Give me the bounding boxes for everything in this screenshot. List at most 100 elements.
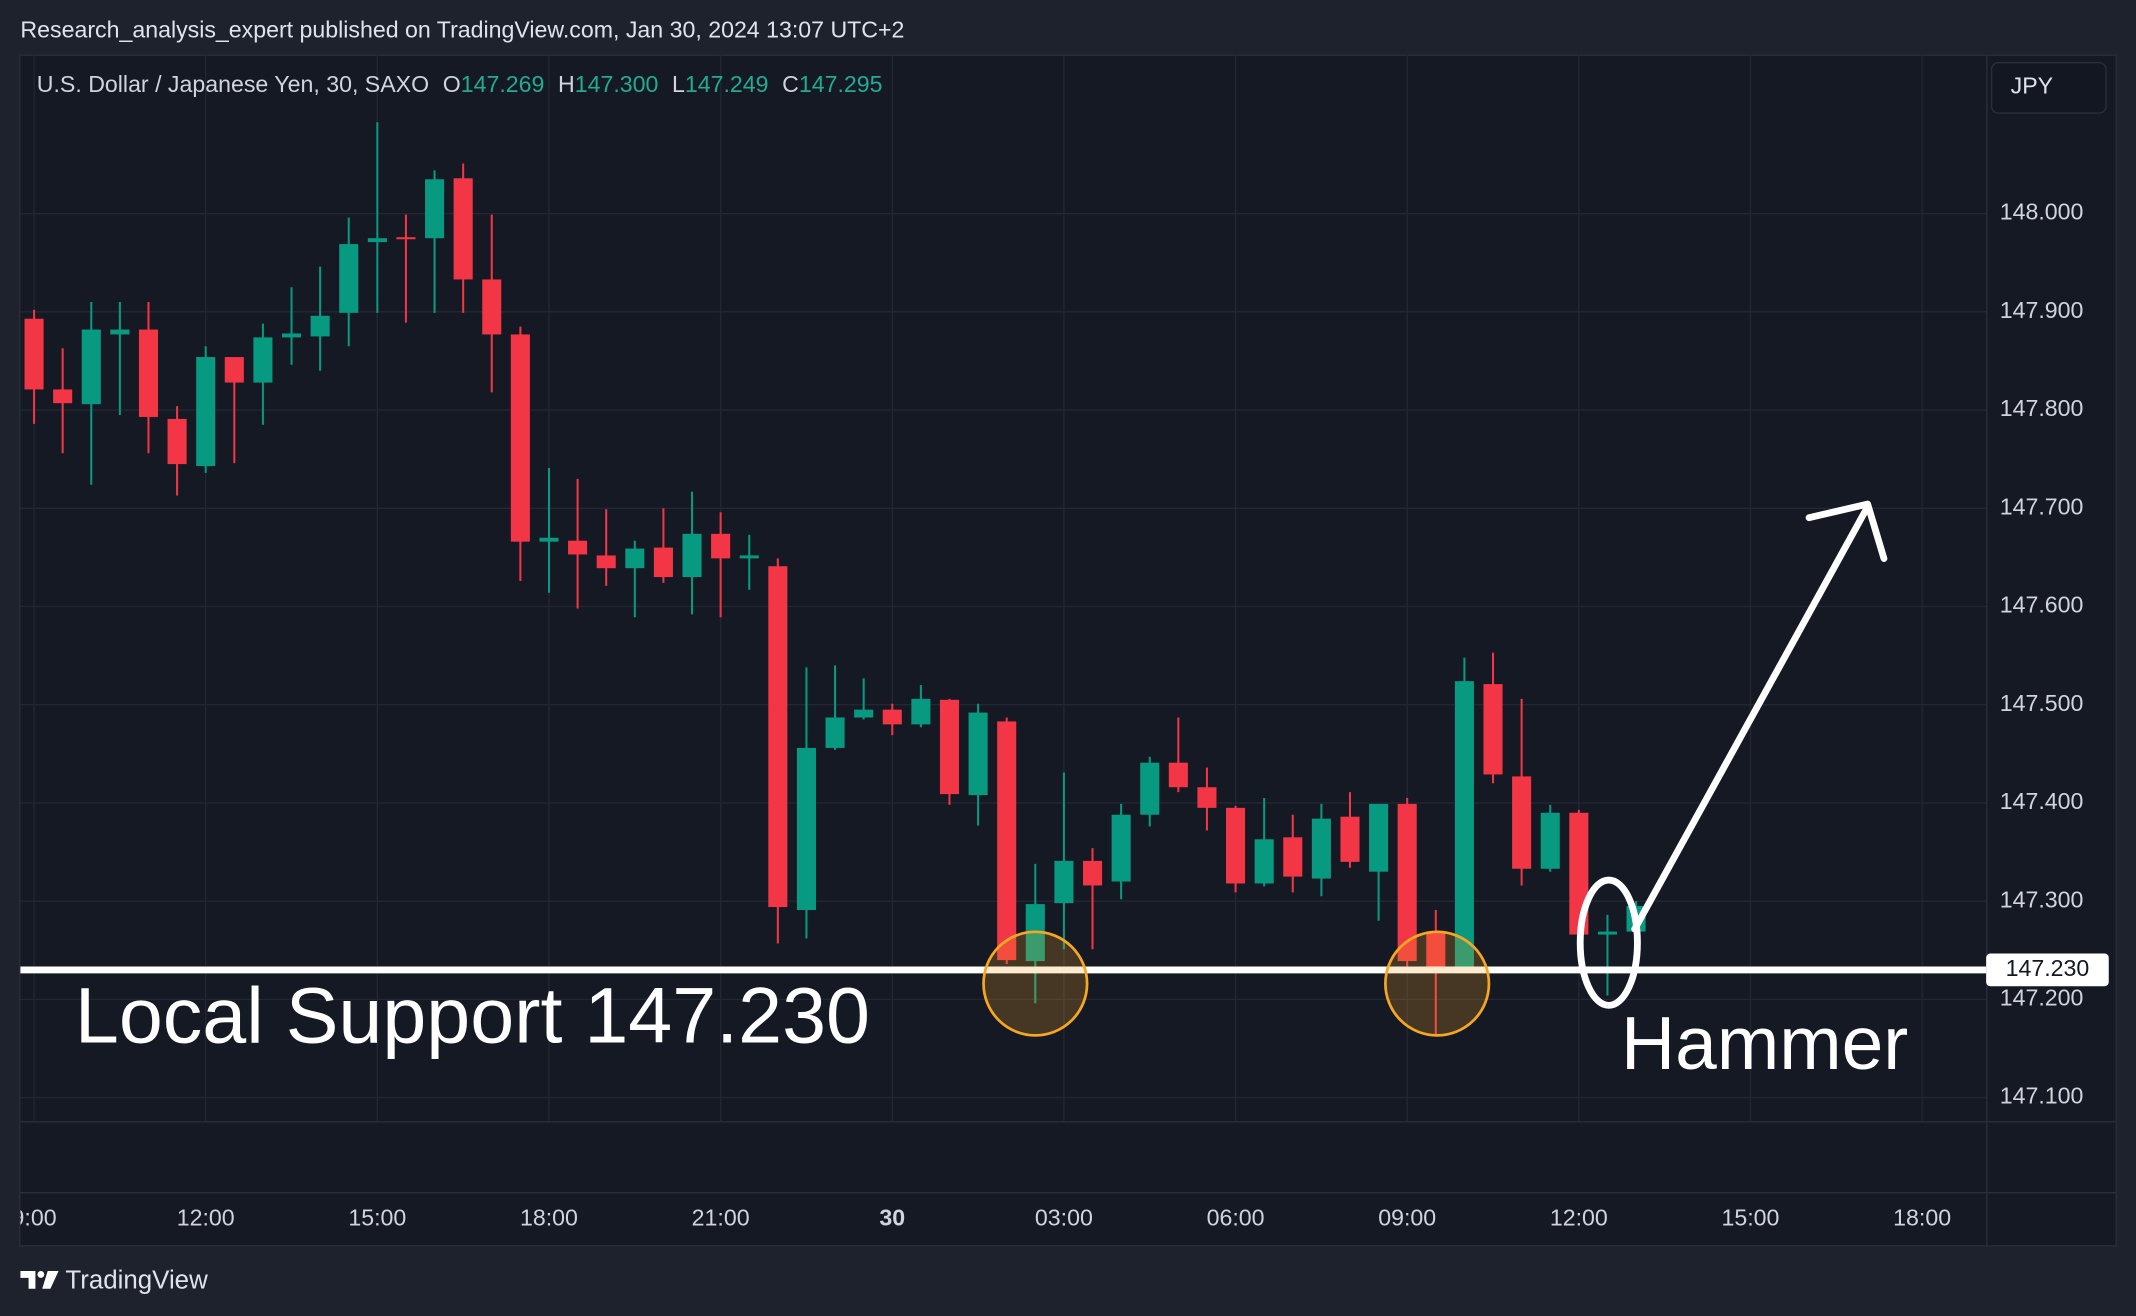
x-tick-label: 12:00: [1550, 1204, 1608, 1230]
candle-body: [167, 418, 187, 465]
candle-body: [1540, 812, 1560, 869]
up-arrow: [1631, 500, 1888, 933]
candle-body: [568, 540, 588, 555]
candle-body: [425, 179, 445, 239]
legend-key: C: [782, 71, 799, 97]
legend-key: O: [443, 71, 461, 97]
footer-brand: TradingView: [65, 1267, 208, 1295]
candle-body: [1512, 776, 1532, 869]
candle-body: [596, 555, 616, 569]
candle-body: [711, 533, 731, 559]
legend-key: L: [672, 71, 685, 97]
y-tick-label: 147.700: [2000, 493, 2084, 519]
logo-part: [37, 1271, 45, 1278]
y-tick-label: 147.100: [2000, 1083, 2084, 1109]
candle-body: [1082, 860, 1103, 886]
candle-body: [882, 709, 902, 725]
candle-body: [796, 747, 816, 910]
hammer-ellipse: [1576, 876, 1641, 1009]
candle-body: [911, 698, 931, 725]
candle-body: [1597, 931, 1617, 935]
candle-body: [1311, 818, 1331, 879]
candle-body: [1197, 787, 1217, 808]
chart-frame: [19, 54, 2117, 1247]
price-axis: 147.100 147.200 147.300 147.400 147.500 147.6…: [2000, 199, 2084, 1109]
time-axis: 9:00 12:00 15:00 18:00 21:00 30 03:00 06:00 09:0…: [12, 1204, 1951, 1230]
candle-body: [482, 279, 502, 335]
candle-body: [739, 555, 759, 559]
y-tick-label: 148.000: [2000, 199, 2084, 225]
grid: [20, 54, 1987, 1122]
candle-body: [1226, 807, 1246, 884]
footer-logo: [20, 1271, 59, 1289]
candle-body: [1483, 684, 1503, 775]
legend-value: 147.269: [461, 71, 545, 97]
candle-body: [1283, 837, 1303, 877]
logo-part: [42, 1271, 59, 1289]
candle-body: [24, 318, 44, 390]
candle-body: [1140, 762, 1160, 815]
candle-body: [825, 717, 845, 748]
candle-body: [53, 389, 73, 404]
x-tick-label: 18:00: [520, 1204, 578, 1230]
candle-body: [138, 329, 159, 417]
candle-body: [968, 712, 988, 796]
support-price-label: 147.230: [2006, 955, 2090, 981]
legend-key: H: [558, 71, 575, 97]
candle-body: [224, 357, 244, 383]
candle-body: [1111, 814, 1131, 882]
logo-part: [20, 1271, 36, 1289]
candle-body: [1426, 931, 1446, 967]
candle-body: [539, 537, 559, 542]
touch-circle: [982, 930, 1089, 1037]
x-tick-label: 9:00: [12, 1204, 57, 1230]
candle-body: [281, 333, 302, 338]
candle-body: [110, 329, 130, 335]
hammer-text: Hammer: [1621, 1001, 1908, 1085]
candle-body: [1054, 860, 1074, 904]
x-tick-label: 06:00: [1207, 1204, 1265, 1230]
candle-body: [1340, 816, 1360, 862]
x-tick-label: 21:00: [692, 1204, 750, 1230]
candle-body: [253, 337, 273, 383]
candle-body: [1168, 762, 1188, 788]
currency-button-box[interactable]: [1990, 62, 2107, 114]
x-tick-label: 03:00: [1035, 1204, 1093, 1230]
ohlc-legend: U.S. Dollar / Japanese Yen, 30, SAXO O147…: [37, 71, 883, 97]
support-text: Local Support 147.230: [75, 971, 870, 1060]
legend-value: 147.295: [799, 71, 883, 97]
candle-body: [768, 566, 788, 908]
candle-body: [310, 315, 330, 337]
candle-body: [1397, 803, 1417, 962]
touch-circle: [1384, 930, 1491, 1037]
x-tick-label: 30: [879, 1204, 905, 1230]
currency-button-label[interactable]: JPY: [2011, 72, 2053, 98]
candle-body: [1454, 681, 1474, 967]
attribution: Research_analysis_expert published on Tr…: [20, 16, 904, 42]
y-tick-label: 147.800: [2000, 395, 2084, 421]
candle-body: [682, 533, 702, 578]
legend-symbol: U.S. Dollar / Japanese Yen, 30, SAXO: [37, 71, 429, 97]
annotations: Local Support 147.230 Hammer: [20, 500, 1987, 1085]
y-tick-label: 147.500: [2000, 690, 2084, 716]
candle-body: [367, 238, 387, 243]
candle-body: [1254, 839, 1274, 884]
candle-body: [625, 548, 645, 569]
x-tick-label: 09:00: [1378, 1204, 1436, 1230]
candle-body: [854, 709, 874, 718]
candle-body: [997, 721, 1017, 961]
candle-body: [81, 329, 101, 405]
candle-body: [1369, 803, 1389, 872]
currency-button[interactable]: JPY: [1990, 62, 2107, 114]
candle-body: [939, 699, 960, 795]
legend-value: 147.300: [575, 71, 659, 97]
y-tick-label: 147.200: [2000, 984, 2084, 1010]
candle-body: [396, 237, 416, 240]
candles: [24, 122, 1646, 1035]
y-tick-label: 147.300: [2000, 886, 2084, 912]
support-price-box: [1986, 953, 2109, 987]
y-tick-label: 147.400: [2000, 788, 2084, 814]
